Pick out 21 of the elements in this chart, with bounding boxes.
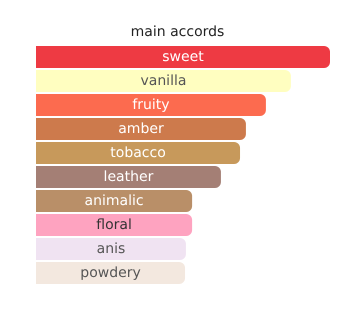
y-tick-label: powdery	[80, 265, 141, 281]
y-tick-label: tobacco	[110, 145, 166, 161]
y-tick-label: animalic	[84, 193, 144, 209]
bar	[36, 214, 192, 236]
bar	[36, 46, 330, 68]
bar	[36, 118, 246, 140]
y-tick-label: floral	[96, 217, 132, 233]
bar	[36, 238, 186, 260]
y-tick-label: amber	[118, 121, 164, 137]
bar	[36, 70, 291, 92]
y-tick-label: leather	[104, 169, 154, 185]
bar	[36, 94, 266, 116]
bar	[36, 166, 221, 188]
y-tick-label: anis	[96, 241, 126, 257]
chart-title: main accords	[130, 24, 224, 40]
y-tick-label: vanilla	[140, 73, 186, 89]
bar	[36, 142, 240, 164]
y-tick-label: sweet	[162, 49, 204, 65]
bar	[36, 262, 186, 284]
y-tick-label: fruity	[132, 97, 170, 113]
bar	[36, 190, 192, 212]
